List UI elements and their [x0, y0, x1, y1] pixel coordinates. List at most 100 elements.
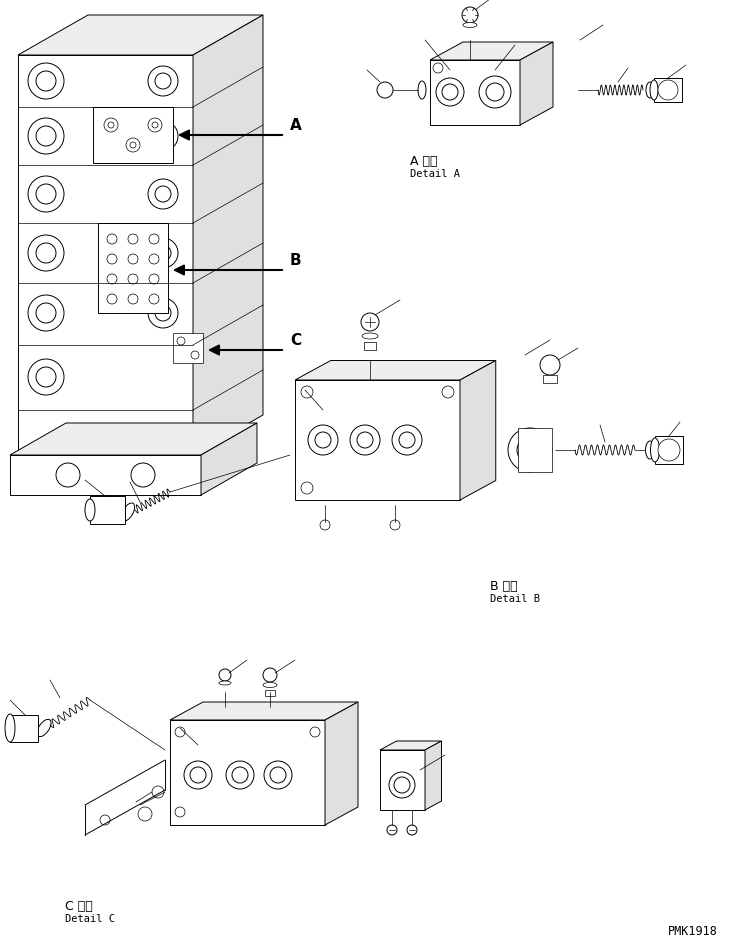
Circle shape	[264, 761, 292, 789]
Circle shape	[126, 138, 140, 152]
Circle shape	[36, 367, 56, 387]
Circle shape	[128, 234, 138, 244]
Circle shape	[301, 386, 313, 398]
Circle shape	[148, 179, 178, 209]
Text: A 詳細: A 詳細	[410, 155, 437, 168]
Text: C 詳細: C 詳細	[65, 900, 93, 913]
Circle shape	[232, 767, 248, 783]
Circle shape	[155, 305, 171, 321]
Circle shape	[155, 73, 171, 89]
Circle shape	[226, 761, 254, 789]
Circle shape	[128, 274, 138, 284]
Circle shape	[28, 359, 64, 395]
Circle shape	[315, 432, 331, 448]
Circle shape	[128, 294, 138, 304]
Circle shape	[658, 80, 678, 100]
Ellipse shape	[650, 80, 658, 100]
Polygon shape	[295, 380, 460, 500]
Circle shape	[442, 84, 458, 100]
Circle shape	[320, 520, 330, 530]
Circle shape	[149, 254, 159, 264]
Circle shape	[36, 243, 56, 263]
Circle shape	[36, 303, 56, 323]
Polygon shape	[518, 428, 552, 472]
Bar	[173, 333, 203, 363]
Circle shape	[175, 727, 185, 737]
Circle shape	[508, 428, 552, 472]
Circle shape	[389, 772, 415, 798]
Polygon shape	[170, 702, 358, 720]
Circle shape	[301, 482, 313, 494]
Polygon shape	[201, 423, 257, 495]
Circle shape	[28, 235, 64, 271]
Polygon shape	[90, 496, 125, 524]
Text: Detail C: Detail C	[65, 914, 115, 924]
Circle shape	[658, 439, 680, 461]
Circle shape	[138, 807, 152, 821]
Bar	[265, 690, 275, 696]
Circle shape	[407, 825, 417, 835]
Bar	[543, 375, 557, 383]
Bar	[98, 223, 168, 313]
Polygon shape	[380, 741, 442, 750]
Circle shape	[479, 76, 511, 108]
Polygon shape	[170, 720, 325, 825]
Polygon shape	[10, 455, 201, 495]
Circle shape	[270, 767, 286, 783]
Circle shape	[28, 176, 64, 212]
Circle shape	[191, 351, 199, 359]
Circle shape	[107, 234, 117, 244]
Circle shape	[104, 118, 118, 132]
Text: Detail A: Detail A	[410, 169, 460, 179]
Polygon shape	[10, 423, 257, 455]
Circle shape	[149, 234, 159, 244]
Circle shape	[361, 313, 379, 331]
Circle shape	[486, 83, 504, 101]
Circle shape	[130, 142, 136, 148]
Ellipse shape	[418, 81, 426, 99]
Circle shape	[155, 186, 171, 202]
Circle shape	[148, 118, 162, 132]
Circle shape	[149, 294, 159, 304]
Polygon shape	[520, 42, 553, 125]
Circle shape	[263, 668, 277, 682]
Circle shape	[131, 463, 155, 487]
Circle shape	[190, 767, 206, 783]
Bar	[93, 107, 173, 163]
Polygon shape	[295, 360, 496, 380]
Circle shape	[175, 807, 185, 817]
Circle shape	[462, 7, 478, 23]
Ellipse shape	[263, 682, 277, 688]
Text: B: B	[290, 253, 302, 268]
Circle shape	[177, 337, 185, 345]
Bar	[654, 78, 682, 102]
Ellipse shape	[5, 714, 15, 742]
Ellipse shape	[645, 441, 655, 459]
Circle shape	[28, 63, 64, 99]
Circle shape	[152, 122, 158, 128]
Circle shape	[394, 777, 410, 793]
Ellipse shape	[122, 503, 135, 521]
Text: Detail B: Detail B	[490, 594, 540, 604]
Polygon shape	[18, 15, 263, 55]
Ellipse shape	[650, 438, 660, 462]
Ellipse shape	[646, 82, 654, 98]
Circle shape	[390, 520, 400, 530]
Circle shape	[152, 786, 164, 798]
Circle shape	[387, 825, 397, 835]
Circle shape	[107, 294, 117, 304]
Polygon shape	[460, 360, 496, 500]
Polygon shape	[18, 55, 193, 455]
Circle shape	[148, 66, 178, 96]
Circle shape	[36, 184, 56, 204]
Text: C: C	[290, 333, 301, 348]
Circle shape	[148, 238, 178, 268]
Circle shape	[28, 295, 64, 331]
Circle shape	[219, 669, 231, 681]
Circle shape	[36, 126, 56, 146]
Circle shape	[155, 128, 171, 144]
Ellipse shape	[219, 681, 231, 685]
Circle shape	[107, 274, 117, 284]
Polygon shape	[325, 702, 358, 825]
Polygon shape	[380, 750, 425, 810]
